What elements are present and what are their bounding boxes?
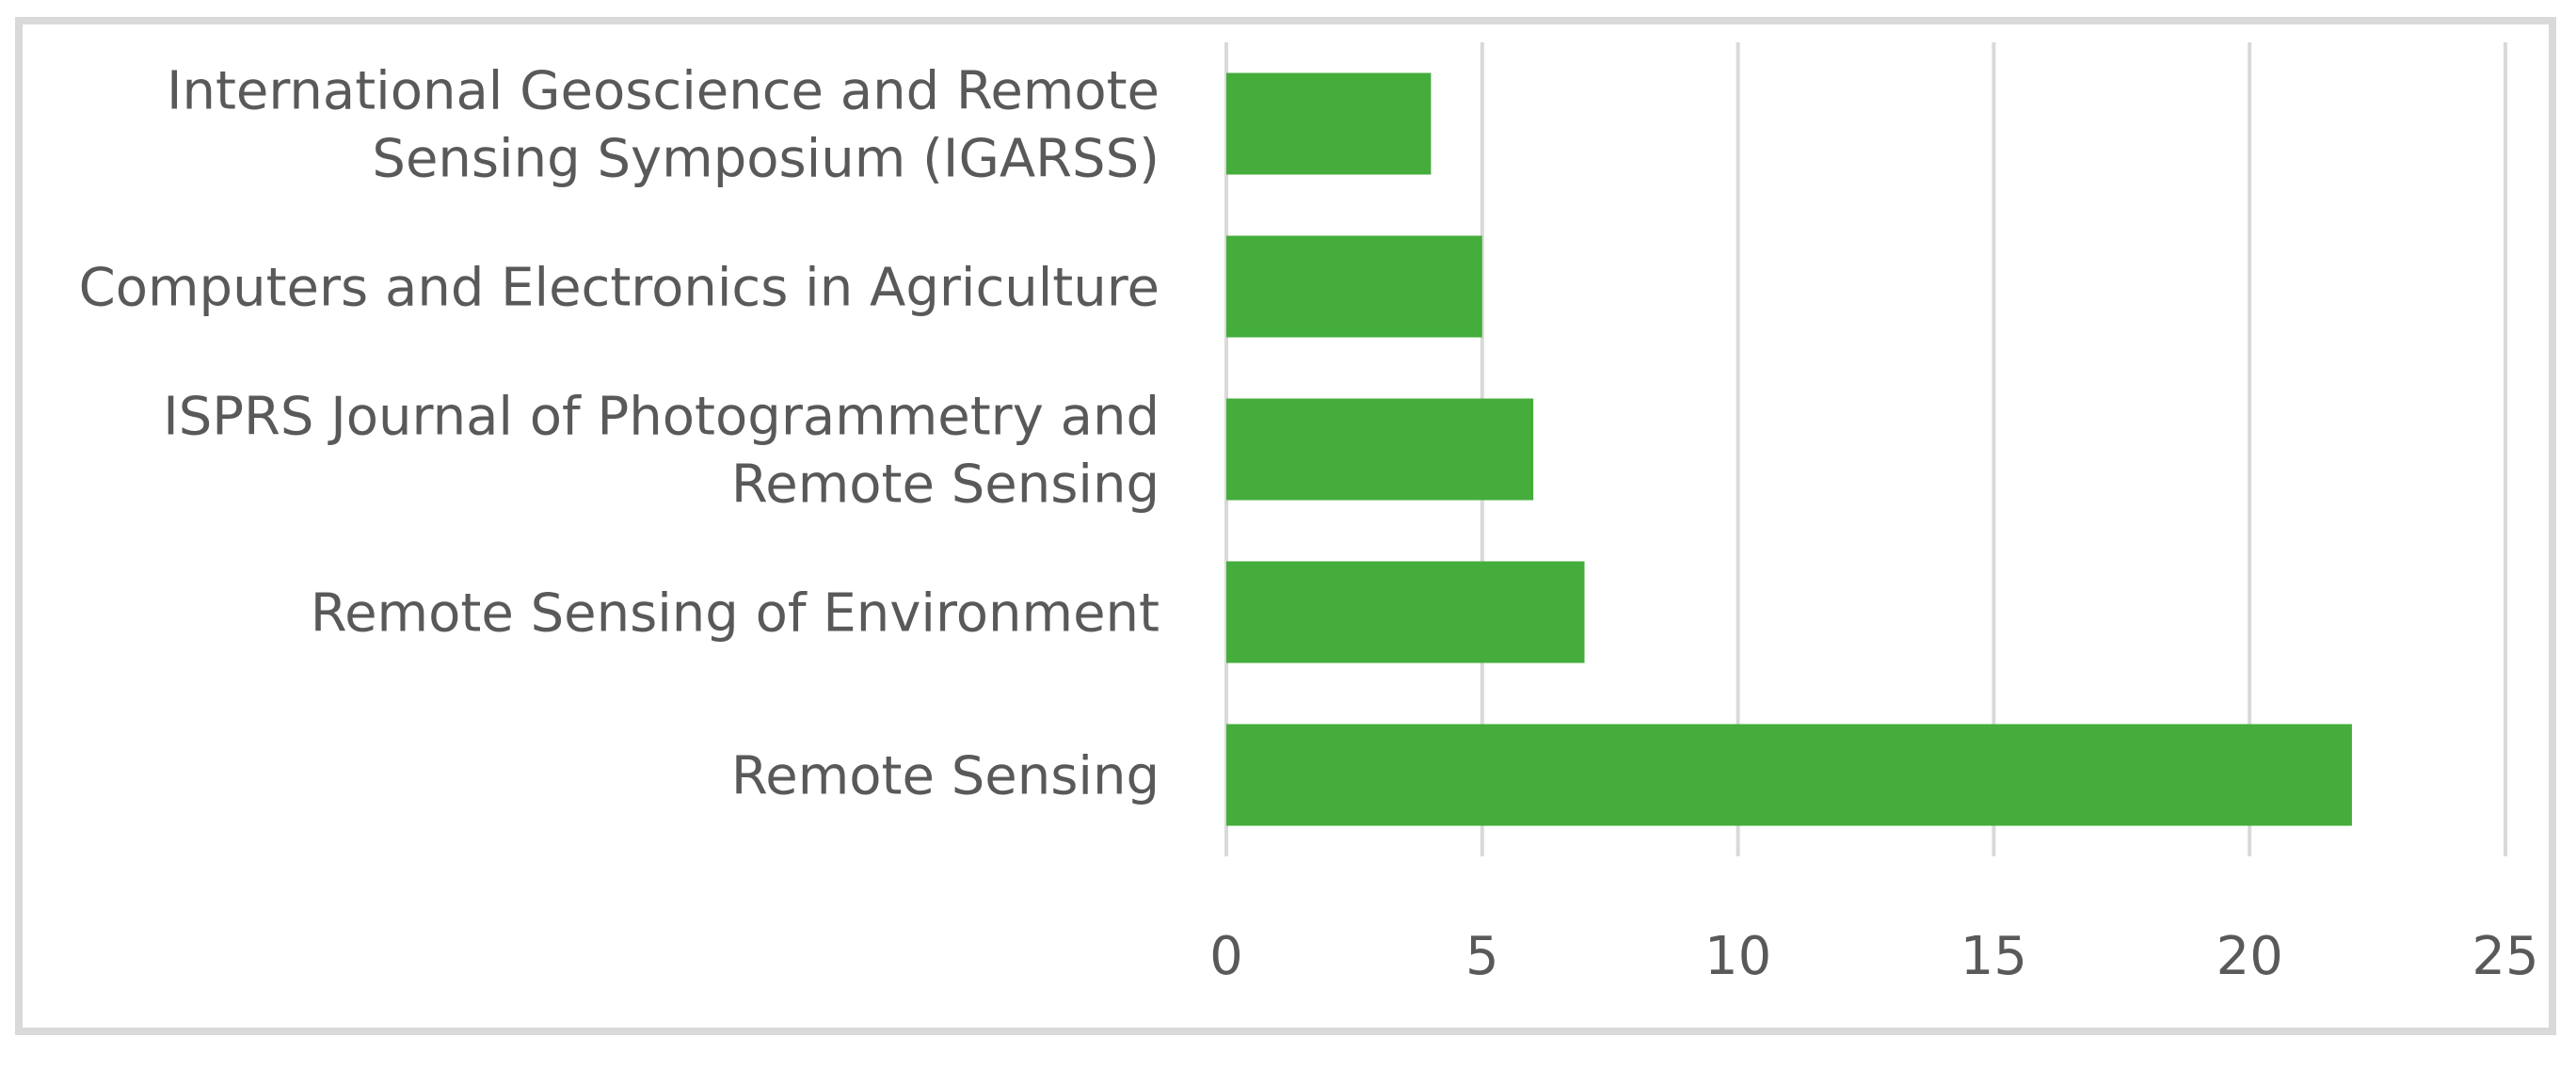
- category-label: Computers and Electronics in Agriculture: [79, 258, 1160, 319]
- chart-frame: [15, 17, 2556, 1035]
- x-tick-label: 20: [2216, 926, 2283, 987]
- category-label-line: Remote Sensing: [731, 455, 1160, 516]
- x-tick-label: 10: [1704, 926, 1771, 987]
- x-tick-label: 0: [1209, 926, 1243, 987]
- category-label-line: ISPRS Journal of Photogrammetry and: [163, 387, 1160, 448]
- bar: [1226, 72, 1432, 175]
- bar: [1226, 724, 2352, 826]
- bar: [1226, 398, 1534, 501]
- category-label-line: International Geoscience and Remote: [167, 61, 1160, 122]
- x-tick-labels: 0 5 10 15 20 25: [1209, 926, 2538, 987]
- gridlines: [1224, 42, 2507, 856]
- bar: [1226, 561, 1585, 663]
- x-tick-label: 25: [2472, 926, 2538, 987]
- category-label-line: Sensing Symposium (IGARSS): [372, 129, 1160, 190]
- category-labels: International Geoscience and Remote Sensi…: [79, 61, 1160, 807]
- category-label: Remote Sensing of Environment: [311, 583, 1160, 645]
- category-label: ISPRS Journal of Photogrammetry and Remot…: [163, 387, 1160, 516]
- x-tick-label: 5: [1465, 926, 1499, 987]
- x-tick-label: 15: [1960, 926, 2027, 987]
- bar: [1226, 235, 1482, 338]
- category-label-line: Remote Sensing of Environment: [311, 583, 1160, 645]
- category-label: International Geoscience and Remote Sensi…: [167, 61, 1160, 190]
- bars: [1226, 72, 2352, 826]
- category-label: Remote Sensing: [731, 746, 1160, 807]
- category-label-line: Computers and Electronics in Agriculture: [79, 258, 1160, 319]
- category-label-line: Remote Sensing: [731, 746, 1160, 807]
